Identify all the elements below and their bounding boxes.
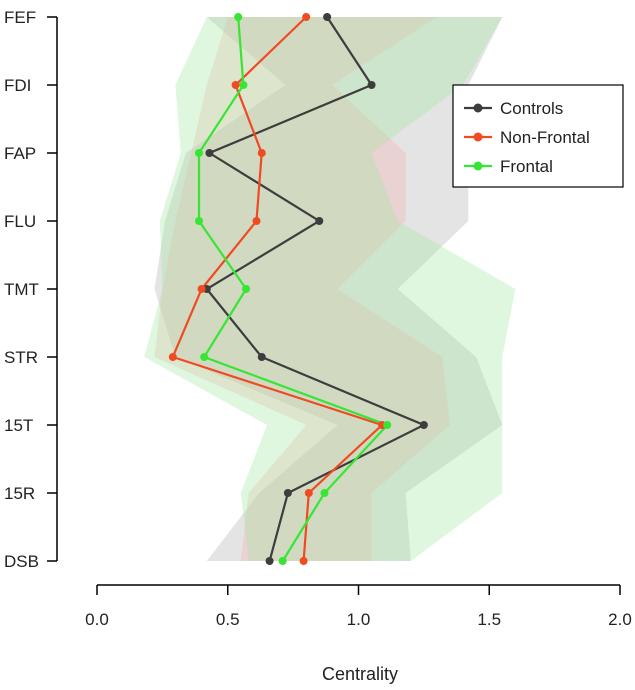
y-tick-label: FLU	[4, 212, 36, 231]
point-frontal	[242, 285, 251, 293]
point-controls	[315, 217, 324, 225]
x-tick-label: 1.5	[477, 610, 501, 629]
y-axis: FEF FDI FAP FLU TMT STR 15T 15R DSB	[4, 8, 58, 571]
point-controls	[205, 149, 214, 157]
point-frontal	[383, 421, 392, 429]
point-frontal	[194, 149, 203, 157]
legend-label: Controls	[500, 99, 563, 118]
y-tick-label: 15R	[4, 484, 35, 503]
point-non-frontal	[252, 217, 261, 225]
y-tick-label: FAP	[4, 144, 36, 163]
x-tick-label: 0.5	[216, 610, 240, 629]
legend: Controls Non-Frontal Frontal	[452, 84, 624, 188]
band-non-frontal	[154, 17, 450, 561]
y-tick-label: 15T	[4, 416, 33, 435]
x-tick-label: 2.0	[608, 610, 632, 629]
legend-swatch-point	[473, 161, 483, 171]
point-non-frontal	[197, 285, 206, 293]
y-tick-label: DSB	[4, 552, 39, 571]
point-frontal	[234, 13, 243, 21]
point-non-frontal	[168, 353, 177, 361]
legend-swatch-point	[473, 132, 483, 142]
point-controls	[323, 13, 332, 21]
point-frontal	[200, 353, 209, 361]
point-controls	[265, 557, 274, 565]
point-non-frontal	[302, 13, 311, 21]
x-axis-label: Centrality	[322, 664, 398, 684]
point-frontal	[194, 217, 203, 225]
point-non-frontal	[231, 81, 240, 89]
x-tick-label: 1.0	[347, 610, 371, 629]
y-tick-label: FEF	[4, 8, 36, 27]
legend-label: Non-Frontal	[500, 128, 590, 147]
x-tick-label: 0.0	[85, 610, 109, 629]
y-tick-label: FDI	[4, 76, 31, 95]
legend-label: Frontal	[500, 157, 553, 176]
point-non-frontal	[304, 489, 313, 497]
point-non-frontal	[257, 149, 266, 157]
legend-swatch-point	[473, 103, 483, 113]
y-tick-label: STR	[4, 348, 38, 367]
point-controls	[419, 421, 428, 429]
point-non-frontal	[299, 557, 308, 565]
point-controls	[283, 489, 292, 497]
band-controls	[154, 17, 503, 561]
y-tick-label: TMT	[4, 280, 39, 299]
x-axis: 0.0 0.5 1.0 1.5 2.0	[85, 584, 632, 629]
point-frontal	[320, 489, 329, 497]
series-points	[168, 13, 428, 565]
point-controls	[367, 81, 376, 89]
point-frontal	[239, 81, 248, 89]
point-frontal	[278, 557, 287, 565]
point-controls	[257, 353, 266, 361]
